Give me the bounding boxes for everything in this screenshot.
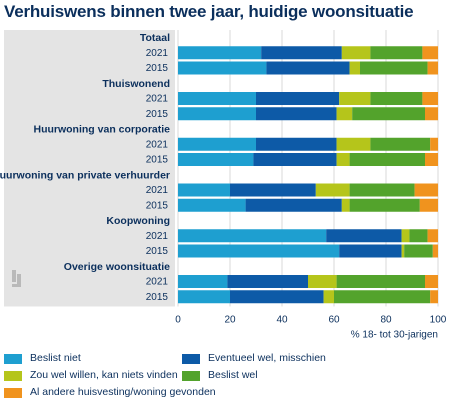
bar-segment (178, 275, 228, 288)
year-label: 2021 (146, 94, 169, 105)
legend-swatch (4, 354, 22, 364)
bar-segment (178, 153, 254, 166)
cbs-logo-icon (12, 270, 21, 287)
x-tick-label: 60 (328, 315, 340, 326)
year-label: 2021 (146, 231, 169, 242)
bar-segment (266, 61, 350, 75)
bar-segment (253, 153, 337, 166)
bar-segment (425, 275, 438, 288)
legend-swatch (182, 371, 200, 381)
bar-segment (178, 137, 256, 151)
legend-swatch (4, 388, 22, 398)
bar-segment (336, 107, 353, 121)
bar-segment (349, 183, 415, 197)
bar-segment (425, 153, 438, 166)
bar-segment (419, 198, 438, 212)
year-label: 2021 (146, 139, 169, 150)
bar-segment (230, 290, 324, 304)
bar-segment (178, 198, 246, 212)
legend-label: Al andere huisvesting/woning gevonden (30, 386, 216, 398)
year-label: 2015 (146, 109, 169, 120)
bar-segment (334, 290, 431, 304)
bar-segment (261, 46, 342, 60)
chart-title: Verhuiswens binnen twee jaar, huidige wo… (4, 2, 414, 21)
bar-segment (349, 61, 360, 75)
bar-segment (227, 275, 308, 288)
bar-segment (401, 229, 410, 243)
group-label: Huurwoning van private verhuurder (0, 169, 170, 181)
year-label: 2021 (146, 48, 169, 59)
bar-segment (432, 244, 438, 258)
bar-segment (360, 61, 428, 75)
legend-label: Beslist niet (30, 352, 81, 364)
bar-segment (336, 137, 371, 151)
year-label: 2021 (146, 185, 169, 196)
legend-swatch (182, 354, 200, 364)
bar-segment (178, 183, 230, 197)
legend-label: Beslist wel (208, 369, 258, 381)
bar-segment (178, 229, 327, 243)
bar-segment (339, 92, 371, 105)
bar-segment (349, 198, 420, 212)
x-tick-label: 40 (276, 315, 288, 326)
legend-label: Eventueel wel, misschien (208, 352, 326, 364)
bar-segment (178, 290, 230, 304)
year-label: 2015 (146, 292, 169, 303)
bar-segment (414, 183, 438, 197)
bar-segment (422, 46, 438, 60)
label-band (4, 30, 175, 307)
bar-segment (256, 137, 337, 151)
year-label: 2015 (146, 200, 169, 211)
bar-segment (370, 46, 423, 60)
group-label: Huurwoning van corporatie (33, 124, 170, 136)
bar-segment (370, 92, 423, 105)
group-label: Totaal (140, 32, 170, 44)
bar-segment (178, 244, 340, 258)
bar-segment (339, 244, 402, 258)
x-axis-label: % 18- tot 30-jarigen (351, 330, 438, 341)
x-tick-label: 20 (224, 315, 236, 326)
bar-segment (245, 198, 342, 212)
bar-segment (427, 229, 438, 243)
year-label: 2015 (146, 246, 169, 257)
bar-segment (315, 183, 350, 197)
bar-segment (178, 107, 256, 121)
legend-label: Zou wel willen, kan niets vinden (30, 369, 178, 381)
bar-segment (178, 61, 267, 75)
x-tick-label: 80 (380, 315, 392, 326)
bar-segment (404, 244, 433, 258)
bar-segment (422, 92, 438, 105)
bar-segment (256, 92, 340, 105)
bar-segment (370, 137, 431, 151)
bar-segment (326, 229, 402, 243)
bar-segment (336, 153, 350, 166)
bar-segment (178, 46, 262, 60)
bar-segment (178, 92, 256, 105)
x-tick-label: 0 (175, 315, 181, 326)
group-label: Thuiswonend (102, 78, 170, 90)
bar-segment (230, 183, 316, 197)
bar-segment (341, 46, 371, 60)
group-label: Overige woonsituatie (64, 261, 170, 273)
bar-segment (349, 153, 425, 166)
group-label: Koopwoning (106, 215, 170, 227)
year-label: 2021 (146, 277, 169, 288)
bar-segment (401, 244, 405, 258)
year-label: 2015 (146, 155, 169, 166)
bar-segment (425, 107, 438, 121)
bar-segment (256, 107, 337, 121)
bar-segment (341, 198, 350, 212)
bar-segment (336, 275, 425, 288)
bar-segment (427, 61, 438, 75)
bar-segment (323, 290, 334, 304)
bar-segment (430, 290, 438, 304)
x-tick-label: 100 (430, 315, 447, 326)
legend-swatch (4, 371, 22, 381)
bar-segment (352, 107, 425, 121)
bar-segment (409, 229, 428, 243)
bar-segment (308, 275, 337, 288)
bar-segment (430, 137, 438, 151)
year-label: 2015 (146, 63, 169, 74)
